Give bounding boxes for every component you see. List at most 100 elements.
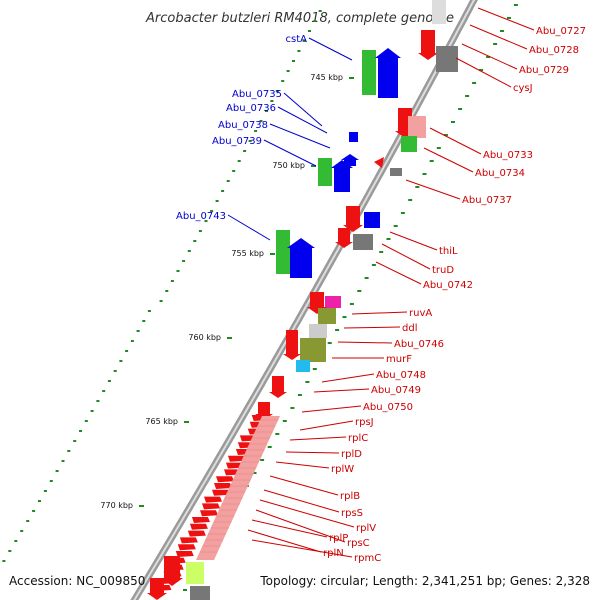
cds-green-forward bbox=[318, 158, 332, 186]
gene-label-reverse: Abu_0728 bbox=[529, 45, 579, 56]
gene-label-reverse: ruvA bbox=[409, 308, 432, 319]
gene-label-reverse: ddl bbox=[402, 323, 417, 334]
gene-label-forward: Abu_0736 bbox=[226, 103, 276, 114]
leader-reverse bbox=[275, 461, 330, 469]
inner-tick bbox=[38, 500, 41, 502]
gene-label-reverse: Abu_0727 bbox=[536, 26, 586, 37]
outer-tick bbox=[493, 43, 498, 45]
gene-label-reverse: thiL bbox=[439, 246, 458, 257]
outer-tick bbox=[371, 264, 376, 266]
leader-forward bbox=[263, 139, 317, 167]
cds-reverse-ribosomal bbox=[214, 483, 233, 489]
inner-tick bbox=[90, 410, 94, 412]
inner-tick bbox=[243, 150, 247, 152]
gene-label-reverse: murF bbox=[386, 354, 412, 365]
gene-label-forward: cstA bbox=[286, 34, 308, 45]
outer-tick bbox=[349, 303, 354, 305]
gene-label-reverse: rpsC bbox=[347, 538, 370, 549]
cds-reverse bbox=[346, 206, 360, 225]
inner-tick bbox=[113, 370, 117, 372]
inner-tick bbox=[107, 380, 111, 382]
outer-tick bbox=[357, 290, 362, 292]
inner-tick bbox=[248, 140, 252, 142]
cds-forward-cstA-head bbox=[375, 48, 401, 58]
inner-tick bbox=[210, 210, 214, 212]
gene-label-reverse: Abu_0737 bbox=[462, 195, 512, 206]
gene-labels: cstA Abu_0735 Abu_0736 Abu_0738 Abu_0739 Abu_… bbox=[176, 26, 586, 564]
leader-reverse bbox=[247, 529, 322, 553]
leader-reverse bbox=[381, 243, 431, 270]
cds-forward-tiny-head bbox=[341, 154, 359, 160]
outer-tick bbox=[183, 589, 187, 591]
inner-tick bbox=[226, 180, 230, 182]
gene-label-reverse: Abu_0729 bbox=[519, 65, 569, 76]
inner-tick bbox=[292, 60, 295, 62]
cds-reverse bbox=[150, 578, 164, 593]
leader-reverse bbox=[423, 147, 474, 173]
cds-reverse-head bbox=[418, 53, 438, 60]
outer-tick bbox=[429, 160, 434, 162]
leader-reverse bbox=[375, 261, 422, 285]
leader-reverse bbox=[389, 231, 438, 251]
gene-label-reverse: rplD bbox=[341, 449, 362, 460]
inner-tick bbox=[130, 340, 134, 342]
cds-reverse-ribosomal bbox=[204, 496, 223, 503]
gene-label-forward: Abu_0738 bbox=[218, 120, 268, 131]
genome-title: Arcobacter butzleri RM4018, complete gen… bbox=[145, 11, 454, 26]
inner-tick bbox=[265, 110, 268, 112]
cds-forward bbox=[334, 168, 350, 192]
inner-tick bbox=[159, 300, 163, 302]
gene-label-reverse: rplC bbox=[348, 433, 368, 444]
cds-green-forward bbox=[362, 50, 376, 95]
outer-tick bbox=[335, 329, 340, 331]
inner-tick bbox=[275, 90, 279, 92]
backbone-highlight bbox=[133, 0, 476, 600]
gene-label-reverse: Abu_0748 bbox=[376, 370, 426, 381]
outer-tick bbox=[436, 147, 441, 149]
outer-tick bbox=[422, 173, 427, 175]
outer-tick bbox=[472, 82, 477, 84]
cds-reverse-ribosomal bbox=[216, 476, 235, 483]
outer-tick bbox=[327, 342, 332, 344]
cds-gray bbox=[353, 234, 373, 250]
inner-tick bbox=[187, 250, 191, 252]
genome-backbone bbox=[130, 0, 478, 600]
inner-tick bbox=[297, 50, 301, 52]
inner-tick bbox=[119, 360, 123, 362]
leader-reverse bbox=[251, 519, 328, 538]
cds-reverse-head bbox=[335, 242, 353, 248]
inner-tick bbox=[281, 80, 285, 82]
inner-tick bbox=[2, 560, 6, 562]
gene-label-reverse: rplN bbox=[323, 548, 344, 559]
inner-tick bbox=[302, 40, 306, 42]
cds-reverse-ribosomal bbox=[179, 537, 198, 544]
outer-tick bbox=[513, 4, 518, 6]
outer-tick bbox=[305, 381, 310, 383]
kbp-tick bbox=[349, 77, 354, 79]
inner-tick bbox=[286, 70, 290, 72]
kbp-tick bbox=[227, 337, 232, 339]
leader-reverse bbox=[299, 420, 354, 431]
outer-tick bbox=[312, 368, 317, 370]
gene-label-reverse: Abu_0742 bbox=[423, 280, 473, 291]
inner-tick bbox=[313, 20, 317, 22]
kbp-label: 770 kbp bbox=[100, 501, 133, 510]
cds-reverse-ribosomal bbox=[187, 530, 206, 537]
leader-reverse bbox=[455, 57, 512, 88]
gene-label-reverse: rplV bbox=[356, 523, 376, 534]
inner-tick bbox=[147, 310, 151, 312]
inner-tick bbox=[96, 400, 100, 402]
cds-reverse-ribosomal bbox=[189, 523, 208, 530]
cds-reverse-head bbox=[269, 392, 287, 398]
leader-reverse bbox=[469, 24, 528, 50]
gene-label-reverse: rplB bbox=[340, 491, 360, 502]
outer-tick bbox=[260, 459, 265, 461]
outer-tick bbox=[252, 472, 257, 474]
label-leaders bbox=[227, 7, 535, 558]
kbp-label: 755 kbp bbox=[231, 249, 264, 258]
outer-tick bbox=[386, 238, 391, 240]
outer-tick bbox=[379, 251, 384, 253]
leader-reverse bbox=[351, 311, 408, 315]
gene-label-forward: Abu_0743 bbox=[176, 211, 226, 222]
inner-tick bbox=[308, 30, 311, 32]
